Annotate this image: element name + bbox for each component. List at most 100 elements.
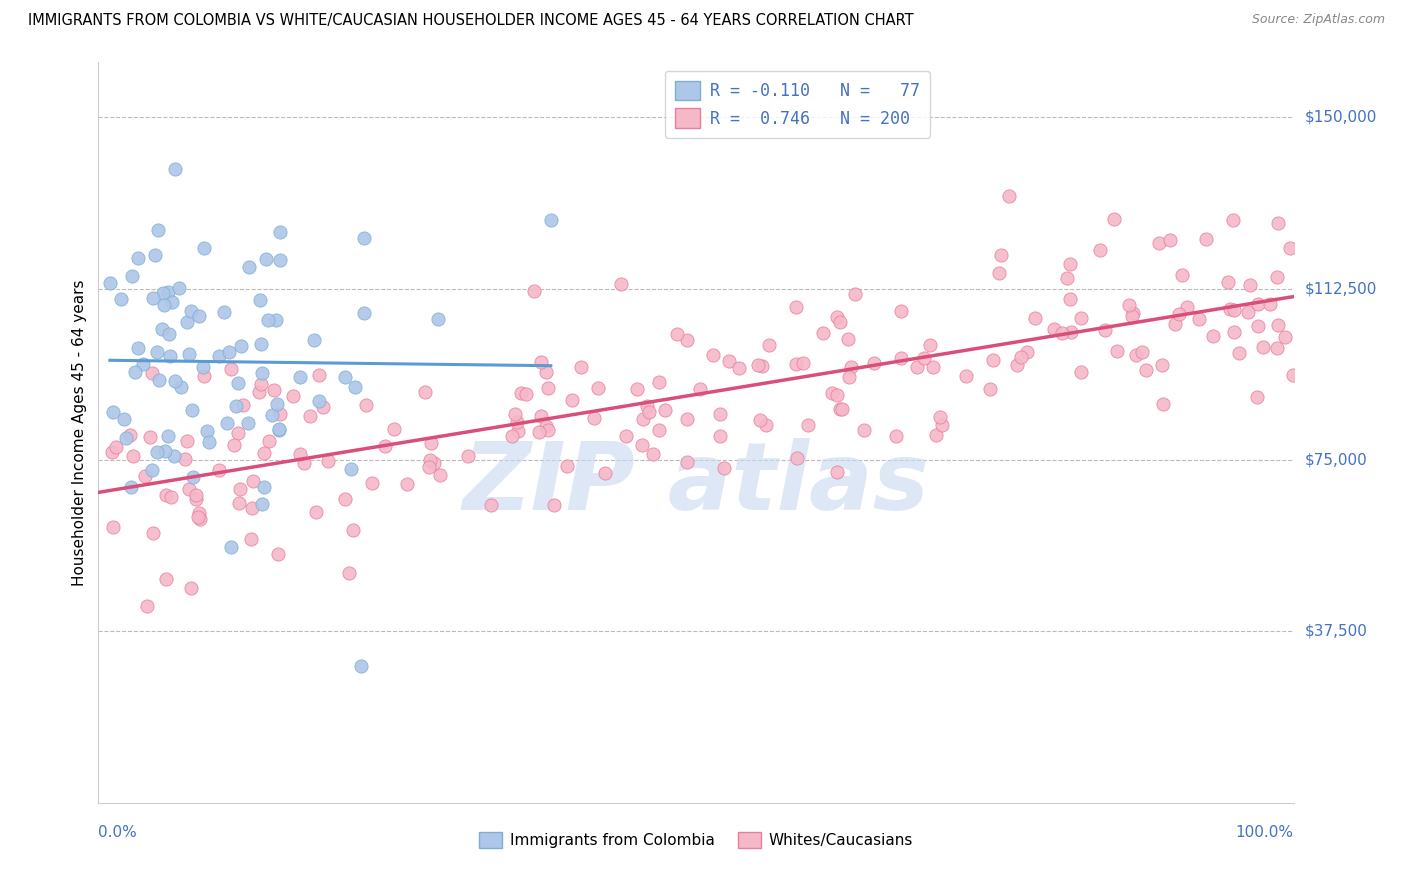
Point	[180, 581, 202, 595]
Point	[160, 490, 183, 504]
Point	[187, 506, 209, 520]
Point	[263, 383, 285, 397]
Point	[921, 359, 943, 374]
Point	[121, 268, 143, 283]
Point	[1152, 358, 1174, 372]
Point	[675, 411, 697, 425]
Point	[1267, 318, 1289, 333]
Point	[1246, 390, 1268, 404]
Point	[288, 369, 311, 384]
Text: Source: ZipAtlas.com: Source: ZipAtlas.com	[1251, 13, 1385, 27]
Point	[176, 434, 198, 448]
Point	[630, 437, 652, 451]
Point	[157, 285, 180, 299]
Point	[127, 252, 149, 266]
Point	[931, 417, 953, 432]
Point	[503, 407, 526, 421]
Point	[1132, 345, 1154, 359]
Point	[419, 453, 441, 467]
Point	[561, 392, 583, 407]
Point	[863, 356, 886, 370]
Point	[1265, 341, 1288, 355]
Point	[1237, 305, 1260, 319]
Point	[827, 465, 849, 479]
Point	[121, 450, 143, 464]
Point	[148, 373, 170, 387]
Point	[534, 365, 557, 379]
Point	[786, 451, 808, 466]
Point	[583, 411, 606, 425]
Point	[418, 459, 440, 474]
Point	[221, 361, 243, 376]
Point	[250, 497, 273, 511]
Point	[828, 315, 851, 329]
Point	[1159, 233, 1181, 247]
Point	[292, 456, 315, 470]
Point	[666, 327, 689, 342]
Point	[156, 429, 179, 443]
Point	[636, 399, 658, 413]
Point	[229, 483, 252, 497]
Point	[208, 350, 231, 364]
Point	[153, 443, 176, 458]
Text: $150,000: $150,000	[1305, 110, 1376, 125]
Point	[1070, 311, 1092, 326]
Point	[308, 393, 330, 408]
Text: IMMIGRANTS FROM COLOMBIA VS WHITE/CAUCASIAN HOUSEHOLDER INCOME AGES 45 - 64 YEAR: IMMIGRANTS FROM COLOMBIA VS WHITE/CAUCAS…	[28, 13, 914, 29]
Point	[238, 260, 260, 274]
Point	[139, 430, 162, 444]
Point	[360, 475, 382, 490]
Point	[837, 332, 859, 346]
Point	[828, 401, 851, 416]
Point	[509, 385, 531, 400]
Point	[242, 474, 264, 488]
Point	[340, 462, 363, 476]
Point	[1222, 325, 1244, 339]
Point	[101, 445, 124, 459]
Point	[626, 382, 648, 396]
Point	[1094, 323, 1116, 337]
Point	[523, 285, 546, 299]
Point	[146, 344, 169, 359]
Point	[269, 225, 291, 239]
Point	[396, 476, 419, 491]
Point	[918, 338, 941, 352]
Point	[236, 416, 259, 430]
Point	[797, 417, 820, 432]
Point	[536, 419, 558, 434]
Point	[1152, 397, 1174, 411]
Point	[152, 298, 174, 312]
Point	[426, 311, 449, 326]
Point	[709, 407, 731, 421]
Point	[225, 399, 247, 413]
Point	[231, 338, 253, 352]
Point	[1149, 236, 1171, 251]
Point	[269, 252, 291, 267]
Point	[354, 398, 377, 412]
Point	[981, 353, 1004, 368]
Point	[267, 547, 290, 561]
Point	[413, 385, 436, 400]
Point	[141, 366, 163, 380]
Point	[676, 334, 699, 348]
Point	[884, 428, 907, 442]
Point	[212, 305, 235, 319]
Point	[159, 349, 181, 363]
Point	[308, 368, 330, 383]
Point	[990, 248, 1012, 262]
Point	[530, 355, 553, 369]
Point	[1135, 363, 1157, 377]
Point	[1121, 309, 1143, 323]
Point	[838, 369, 860, 384]
Point	[1059, 292, 1081, 306]
Point	[180, 304, 202, 318]
Point	[250, 377, 273, 392]
Point	[1050, 326, 1073, 340]
Point	[676, 455, 699, 469]
Point	[1017, 345, 1039, 359]
Point	[1042, 322, 1064, 336]
Point	[1274, 329, 1296, 343]
Point	[515, 387, 537, 401]
Point	[224, 438, 246, 452]
Point	[1024, 311, 1046, 326]
